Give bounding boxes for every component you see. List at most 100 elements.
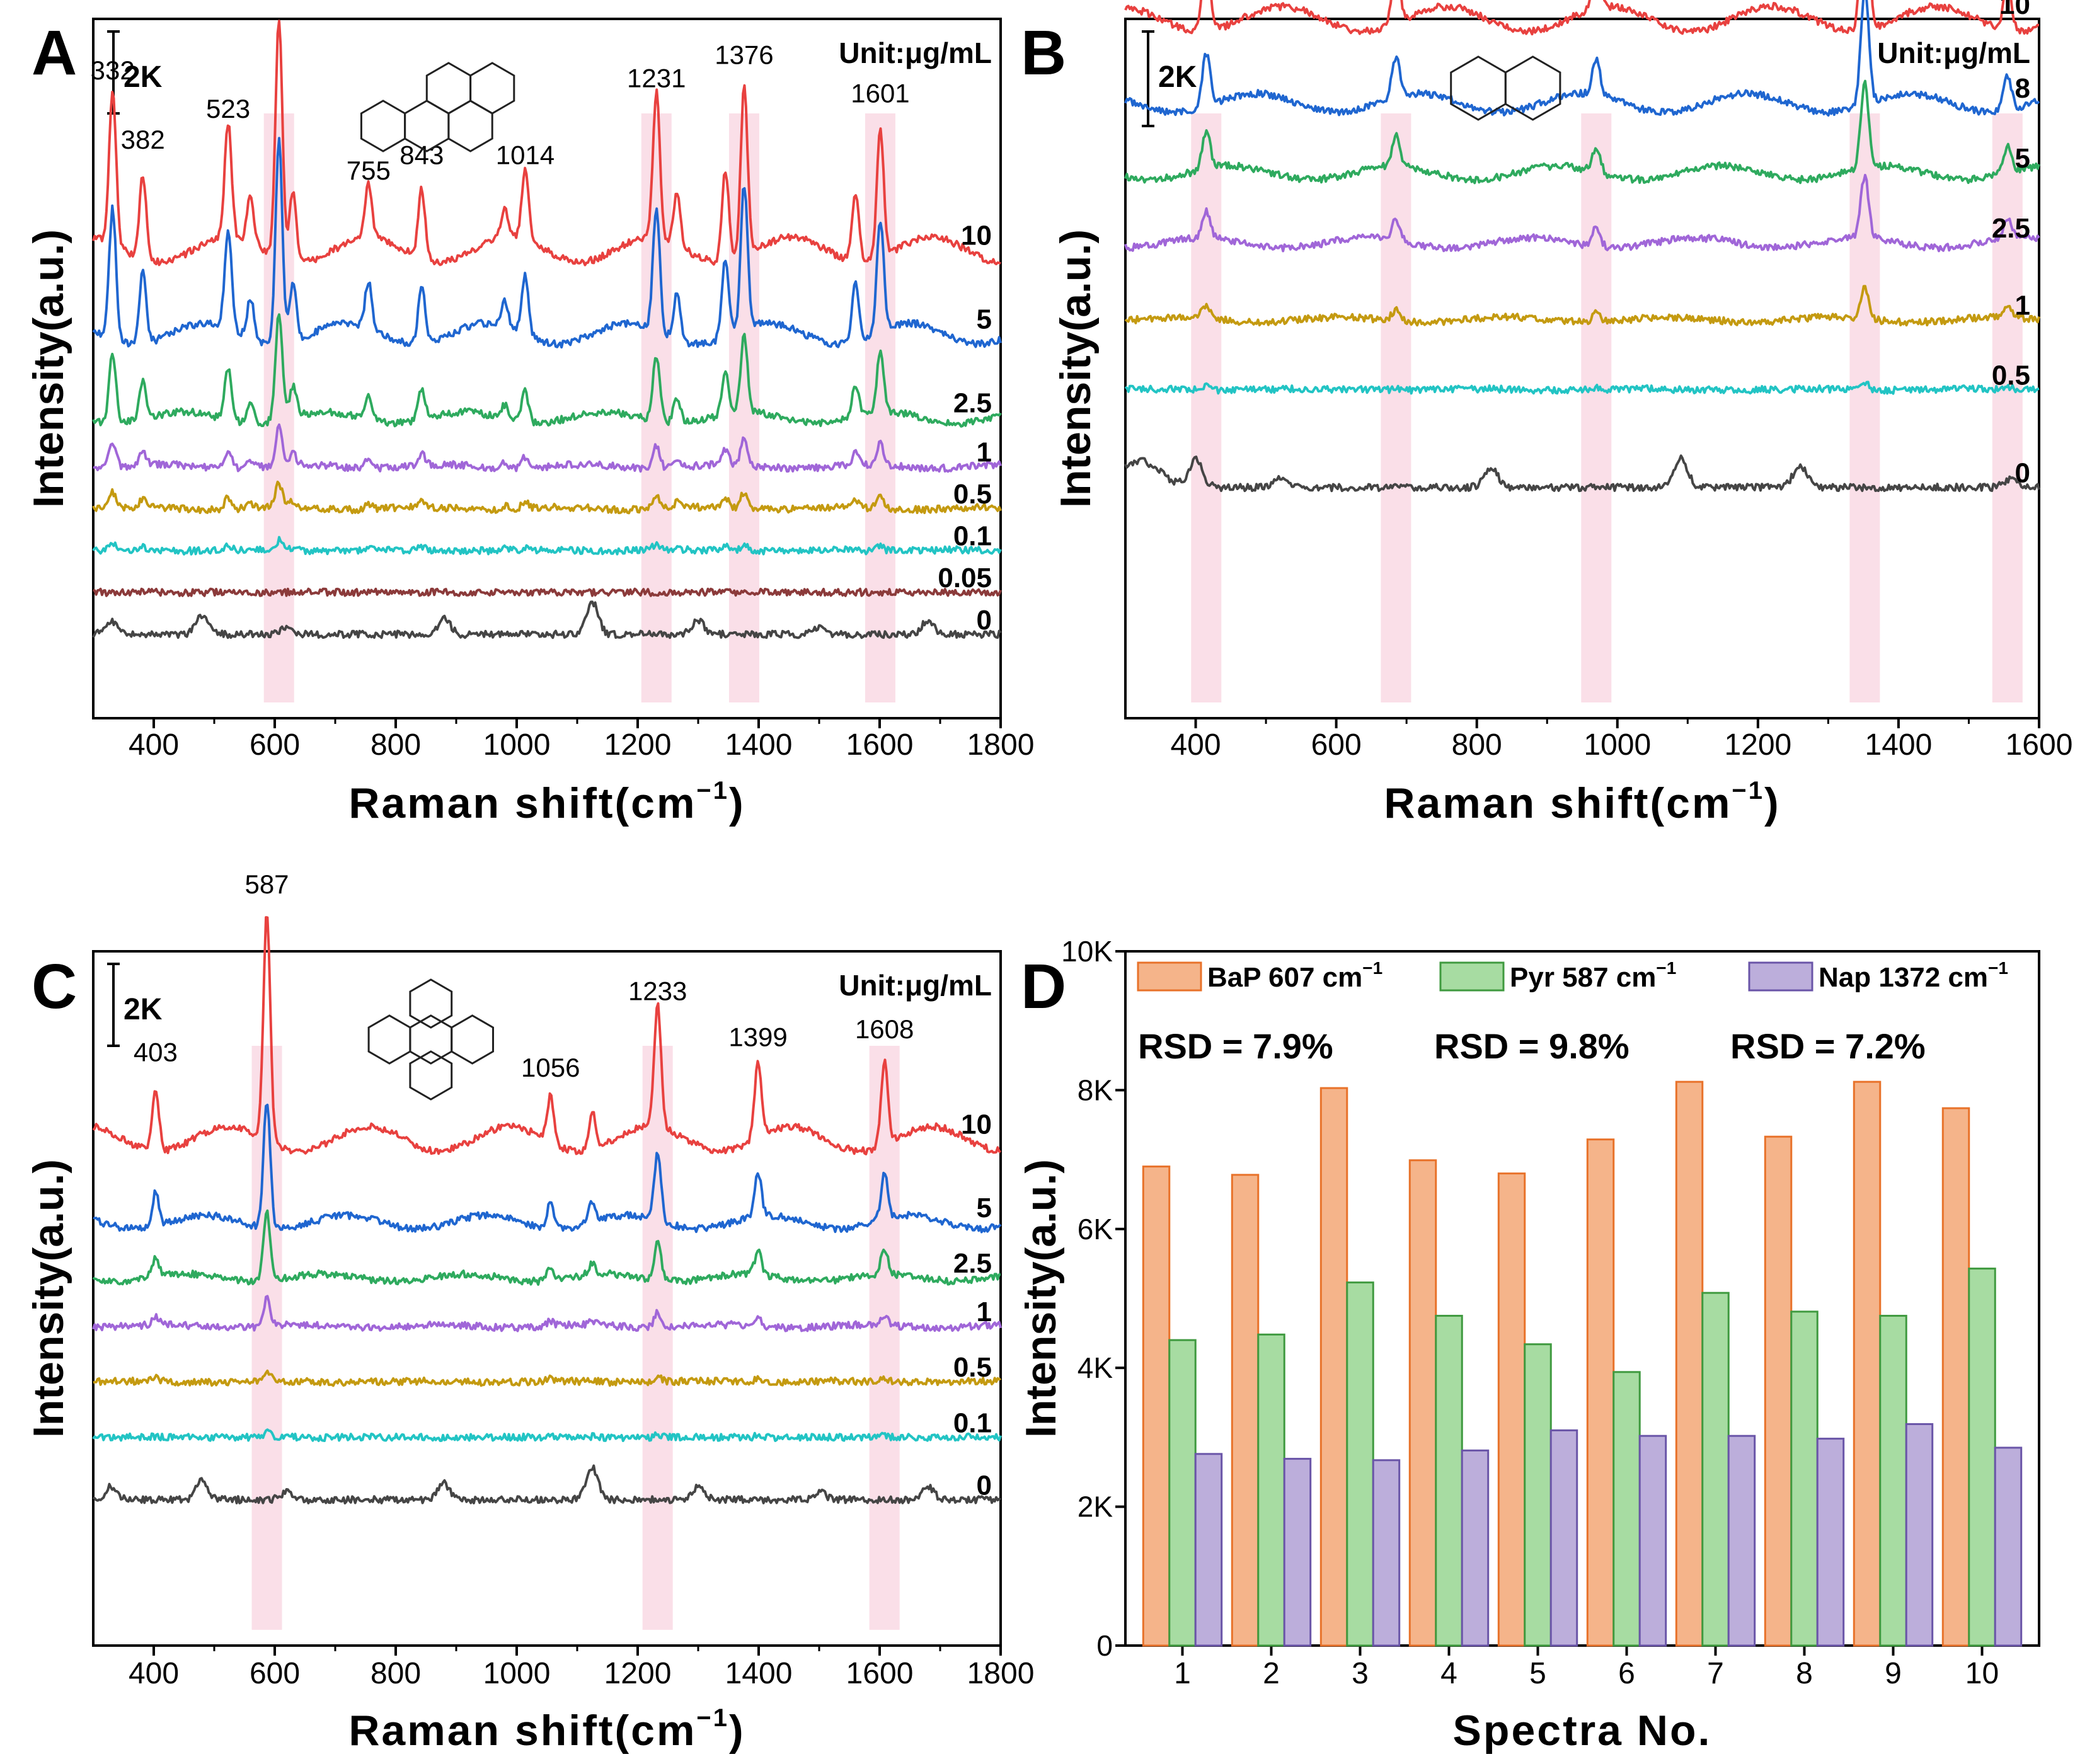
panel-letter: D [1021,951,1066,1022]
ring [360,100,406,152]
ring [425,62,472,115]
panel-A: A 400 600 800 1000 1200 1400 1600 1800 Raman shif… [25,0,1034,827]
y-tick-label: 2K [1078,1491,1113,1523]
spectrum-line-8 [1124,0,2040,117]
unit-label: Unit:μg/mL [839,37,992,69]
series-label: 1 [977,437,992,467]
spectrum-line-0 [92,1464,1001,1504]
ring [367,1014,411,1065]
series-label: 0.1 [953,1407,992,1438]
scale-bar-label: 2K [124,60,163,94]
x-tick-label: 800 [371,728,421,762]
spectrum-line-0.1 [92,1428,1002,1442]
series-label: 5 [977,304,992,335]
bar-nap-7 [1727,1435,1756,1647]
bar-bap-10 [1941,1107,1970,1647]
bar-nap-4 [1461,1449,1490,1647]
series-label: 0.5 [953,1352,992,1383]
legend-swatch [1748,961,1813,992]
x-tick-label: 600 [250,1657,300,1690]
x-axis-label: Raman shift(cm−1) [1384,777,1780,827]
series-label: 0 [977,1470,992,1501]
bar-bap-3 [1319,1087,1348,1647]
peak-label: 523 [206,94,250,123]
x-axis-label-sup: −1 [696,1704,729,1732]
series-label: 2.5 [953,1248,992,1279]
bar-bap-1 [1142,1166,1171,1647]
bar-nap-2 [1283,1458,1312,1647]
x-axis-label-main: Raman shift(cm [1384,779,1732,827]
highlight-band [1849,113,1880,702]
x-tick-label: 1000 [483,1657,551,1690]
spectrum-line-1 [92,1295,1002,1332]
bar-nap-1 [1194,1453,1223,1647]
peak-label: 607 [257,0,301,1]
spectrum-line-0.5 [92,480,1002,515]
x-tick-label: 600 [250,728,300,762]
panel-letter: C [32,951,77,1022]
x-axis-label-main: Raman shift(cm [348,779,696,827]
spectrum-line-2.5 [92,1209,1001,1286]
spectrum-line-0.5 [93,1369,1002,1387]
y-tick-label: 0 [1096,1629,1113,1662]
x-axis-label-close: ) [1764,779,1781,827]
plot-frame [92,18,1002,719]
x-tick-label: 1000 [1583,728,1651,762]
x-tick-label: 1200 [604,728,672,762]
x-axis-label: Spectra No. [1453,1707,1712,1755]
unit-label: Unit:μg/mL [1877,37,2030,69]
bar-nap-10 [1994,1446,2023,1647]
x-tick-label: 1000 [483,728,551,762]
bar-bap-5 [1497,1172,1526,1647]
y-axis-label: Intensity(a.u.) [25,229,72,508]
plot-frame [92,950,1002,1647]
spectrum-line-5 [93,1103,1002,1234]
bar-bap-7 [1675,1080,1704,1647]
ring [451,1014,494,1065]
x-tick-label: 1800 [967,728,1035,762]
x-tick-label: 1400 [1865,728,1933,762]
x-tick-label: 800 [1452,728,1502,762]
legend-label-sup: −1 [1988,958,2008,978]
x-tick-label: 400 [129,728,179,762]
highlight-band [642,1046,673,1630]
x-tick-label: 1400 [725,1657,793,1690]
bar-nap-9 [1905,1423,1934,1647]
bar-bap-4 [1408,1159,1437,1647]
legend-label-main: Nap 1372 cm [1819,962,1988,993]
panel-C: C 400 600 800 1000 1200 1400 1600 1800 Raman shif… [25,869,1034,1755]
series-label: 0.05 [938,563,992,593]
spectrum-line-10 [92,916,1001,1155]
rsd-label: RSD = 7.9% [1138,1026,1333,1066]
panel-letter: B [1021,18,1066,88]
spectrum-line-1 [1124,285,2040,327]
bar-bap-9 [1853,1080,1882,1647]
y-axis-label: Intensity(a.u.) [1052,229,1100,508]
panel-letter: A [32,18,77,88]
legend-label-main: BaP 607 cm [1207,962,1362,993]
unit-label: Unit:μg/mL [839,969,992,1002]
y-tick-label: 4K [1078,1351,1113,1384]
peak-label: 1399 [728,1022,787,1051]
x-axis-label-sup: −1 [696,777,729,805]
legend-swatch [1439,961,1505,992]
x-tick-label: 400 [129,1657,179,1690]
spectrum-line-0 [92,600,1002,639]
peak-label: 1056 [521,1053,580,1082]
x-tick-label: 8 [1796,1657,1813,1690]
peak-label: 587 [244,869,289,899]
x-tick-label: 800 [371,1657,421,1690]
highlight-band [1381,113,1411,702]
highlight-band [869,1046,900,1630]
peak-label: 1608 [855,1014,914,1044]
y-tick-label: 8K [1078,1074,1113,1106]
legend-label: Nap 1372 cm−1 [1819,958,2008,993]
spectrum-line-0.5 [1124,381,2040,395]
peak-label: 382 [121,125,165,154]
legend-label-sup: −1 [1656,958,1676,978]
spectrum-line-0.1 [92,536,1002,556]
legend-label: Pyr 587 cm−1 [1510,958,1676,993]
x-tick-label: 5 [1529,1657,1546,1690]
